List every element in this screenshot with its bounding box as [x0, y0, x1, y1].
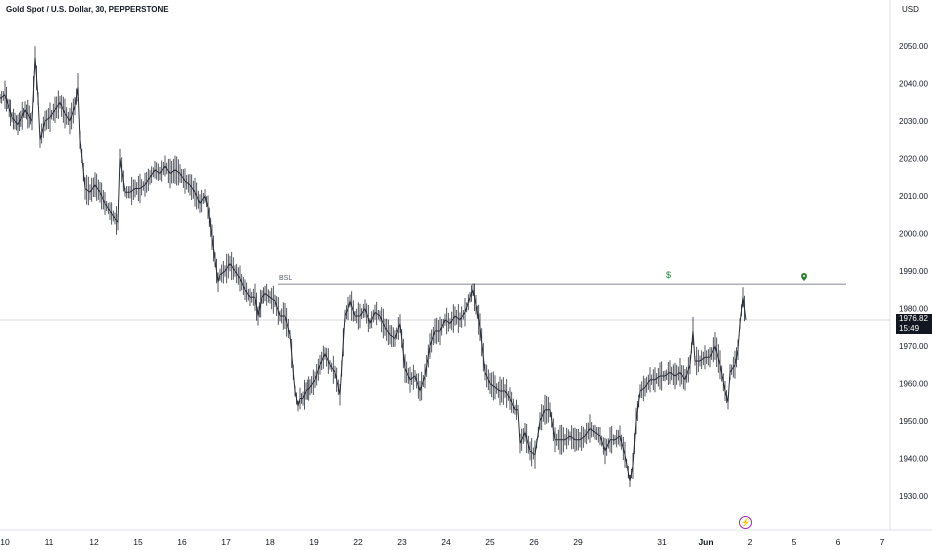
chart-title: Gold Spot / U.S. Dollar, 30, PEPPERSTONE [6, 5, 169, 14]
time-tick: 15 [133, 537, 143, 547]
time-tick: 17 [221, 537, 231, 547]
currency-label: USD [902, 5, 919, 14]
time-tick: 18 [265, 537, 275, 547]
time-tick: Jun [698, 537, 713, 547]
time-tick: 12 [89, 537, 99, 547]
location-pin-icon[interactable] [801, 273, 807, 281]
price-tick: 1980.00 [899, 305, 928, 314]
price-series [0, 46, 747, 487]
time-tick: 11 [45, 537, 54, 547]
price-tick: 2050.00 [899, 42, 928, 51]
price-tick: 2040.00 [899, 80, 928, 89]
time-tick: 29 [573, 537, 583, 547]
lightning-icon[interactable]: ⚡ [739, 516, 752, 529]
current-price-badge: 1976.82 15:49 [896, 314, 932, 334]
time-tick: 7 [880, 537, 885, 547]
time-tick: 22 [353, 537, 363, 547]
time-tick: 25 [485, 537, 495, 547]
dollar-icon[interactable]: $ [666, 270, 671, 280]
bsl-label: BSL [279, 275, 292, 282]
time-tick: 26 [529, 537, 539, 547]
time-tick: 16 [177, 537, 187, 547]
time-tick: 5 [792, 537, 797, 547]
time-tick: 19 [309, 537, 319, 547]
price-tick: 2010.00 [899, 192, 928, 201]
price-tick: 1940.00 [899, 455, 928, 464]
time-axis[interactable]: 10 11 12 15 16 17 18 19 22 23 24 25 26 29 31 Jun 2 5 6 7 [0, 537, 884, 547]
current-price-value: 1976.82 [899, 314, 928, 323]
time-tick: 31 [657, 537, 667, 547]
price-tick: 1970.00 [899, 342, 928, 351]
time-tick: 23 [397, 537, 407, 547]
price-tick: 1990.00 [899, 267, 928, 276]
time-tick: 2 [748, 537, 753, 547]
time-tick: 10 [0, 537, 10, 547]
price-tick: 1960.00 [899, 380, 928, 389]
price-tick: 2020.00 [899, 155, 928, 164]
price-tick: 1950.00 [899, 417, 928, 426]
price-axis[interactable]: 2050.00 2040.00 2030.00 2020.00 2010.00 2000.… [899, 42, 928, 501]
series-line [0, 57, 747, 482]
time-tick: 24 [441, 537, 451, 547]
bar-countdown: 15:49 [899, 324, 920, 333]
price-tick: 1930.00 [899, 492, 928, 501]
price-tick: 2000.00 [899, 230, 928, 239]
time-tick: 6 [836, 537, 841, 547]
price-tick: 2030.00 [899, 117, 928, 126]
